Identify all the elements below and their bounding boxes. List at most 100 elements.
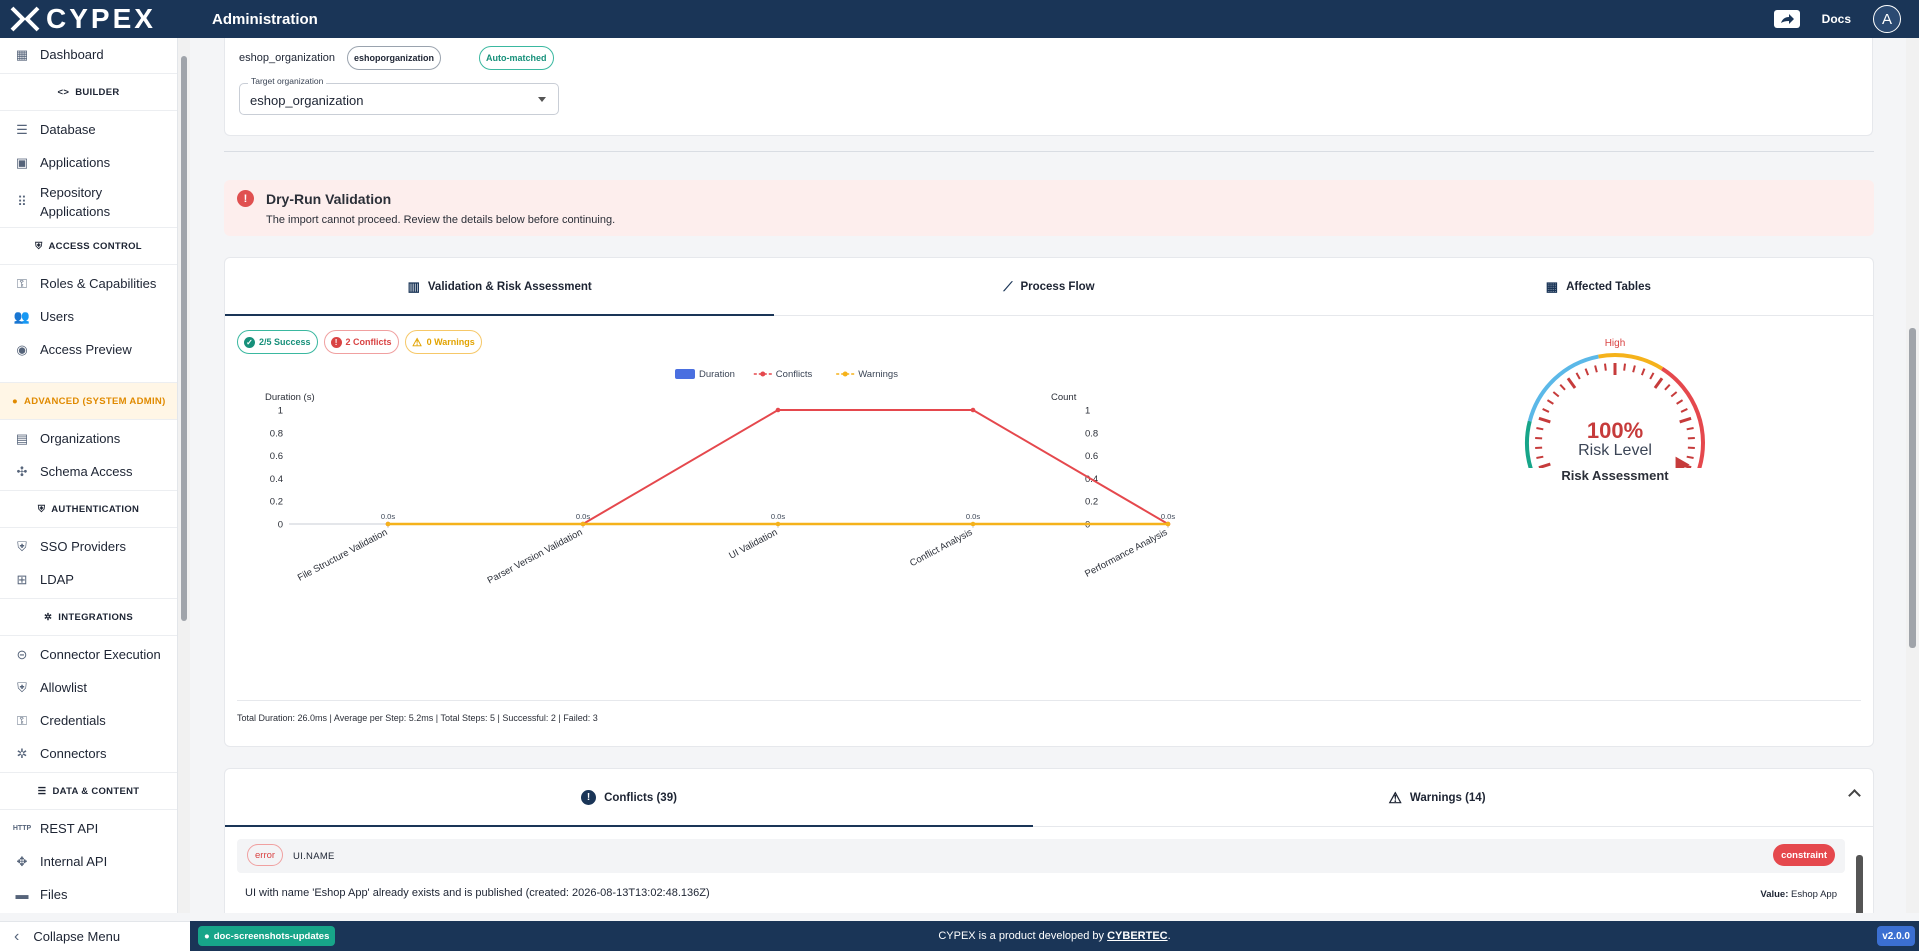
sidebar-item-label: Access Preview bbox=[40, 342, 132, 357]
company-link[interactable]: CYBERTEC bbox=[1107, 930, 1168, 942]
conflicts-badge: ! 2 Conflicts bbox=[323, 330, 399, 354]
avatar[interactable]: A bbox=[1873, 5, 1901, 33]
conflicts-card: ! Conflicts (39) ⚠ Warnings (14) error U… bbox=[224, 768, 1874, 913]
sidebar-item-internal-api[interactable]: ✥ Internal API bbox=[0, 845, 177, 878]
section-integrations: ✲ INTEGRATIONS bbox=[0, 598, 177, 636]
series-point-warnings bbox=[580, 521, 586, 527]
collapse-menu-button[interactable]: ‹ Collapse Menu bbox=[0, 921, 190, 951]
gauge-tick bbox=[1559, 383, 1566, 391]
sidebar-item-database[interactable]: ☰ Database bbox=[0, 113, 177, 146]
sidebar-item-rest-api[interactable]: HTTP REST API bbox=[0, 812, 177, 845]
sidebar-item-connector-execution[interactable]: ⊝ Connector Execution bbox=[0, 638, 177, 671]
sidebar-item-label: Organizations bbox=[40, 431, 121, 446]
tab-validation-risk[interactable]: ▥ Validation & Risk Assessment bbox=[225, 258, 775, 316]
tab-label: Affected Tables bbox=[1566, 280, 1651, 293]
page-scrollbar[interactable] bbox=[1906, 38, 1919, 913]
gauge-tick bbox=[1536, 427, 1544, 431]
duration-data-label: 0.0s bbox=[576, 512, 590, 521]
sidebar-item-label: Dashboard bbox=[40, 47, 104, 62]
gauge-tick bbox=[1603, 363, 1607, 371]
branch-badge[interactable]: ● doc-screenshots-updates bbox=[198, 926, 336, 946]
gauge-tick bbox=[1546, 399, 1554, 405]
gauge-tick bbox=[1664, 383, 1671, 391]
value-text: Eshop App bbox=[1791, 889, 1837, 900]
toggle-icon: ⊝ bbox=[16, 646, 28, 662]
tab-label: Process Flow bbox=[1020, 280, 1095, 293]
tab-process-flow[interactable]: ⟋ Process Flow bbox=[774, 258, 1323, 315]
sidebar-item-access-preview[interactable]: ◉ Access Preview bbox=[0, 333, 177, 366]
sidebar-item-ldap[interactable]: ⊞ LDAP bbox=[0, 563, 177, 596]
tab-conflicts[interactable]: ! Conflicts (39) bbox=[225, 769, 1033, 827]
sidebar-item-credentials[interactable]: ⚿ Credentials bbox=[0, 704, 177, 737]
docs-link[interactable]: Docs bbox=[1821, 12, 1851, 26]
risk-sub-label: Risk Level bbox=[1578, 442, 1652, 459]
risk-gauge: High 100% Risk Level Risk Assessment bbox=[1485, 338, 1745, 498]
gauge-tick bbox=[1594, 365, 1598, 373]
sidebar-item-label: Applications bbox=[40, 155, 111, 170]
sidebar-item-connectors[interactable]: ✲ Connectors bbox=[0, 737, 177, 770]
series-point-conflicts bbox=[970, 407, 976, 413]
gauge-tick bbox=[1538, 416, 1551, 424]
top-bar: CYPEX Administration Docs A bbox=[0, 0, 1919, 38]
gauge-tick bbox=[1680, 408, 1688, 413]
gauge-band bbox=[1598, 353, 1664, 371]
badge-label: 0 Warnings bbox=[426, 337, 475, 347]
y-tick-left: 0.8 bbox=[270, 428, 283, 439]
risk-percent: 100% bbox=[1586, 418, 1644, 443]
gauge-tick bbox=[1653, 377, 1664, 389]
y-tick-left: 0 bbox=[278, 520, 283, 531]
tab-affected-tables[interactable]: ▦ Affected Tables bbox=[1324, 258, 1873, 315]
sidebar-item-sso[interactable]: ⛨ SSO Providers bbox=[0, 530, 177, 563]
conflict-scrollbar[interactable] bbox=[1855, 843, 1863, 913]
validation-card: ▥ Validation & Risk Assessment ⟋ Process… bbox=[224, 257, 1874, 747]
duration-data-label: 0.0s bbox=[966, 512, 980, 521]
sidebar-item-label: SSO Providers bbox=[40, 539, 126, 554]
gauge-tick bbox=[1584, 368, 1590, 376]
sidebar-item-files[interactable]: ▬ Files bbox=[0, 878, 177, 911]
sidebar-item-label: Connectors bbox=[40, 746, 107, 761]
sidebar-scrollbar[interactable] bbox=[178, 38, 190, 913]
badge-label: 2/5 Success bbox=[259, 337, 311, 347]
tab-warnings[interactable]: ⚠ Warnings (14) bbox=[1033, 769, 1841, 826]
sidebar-item-dashboard[interactable]: ▦ Dashboard bbox=[0, 38, 177, 71]
risk-level-label: High bbox=[1604, 338, 1626, 349]
sidebar-item-repository-applications[interactable]: ⠿ Repository Applications bbox=[0, 179, 177, 225]
footer: CYPEX is a product developed by CYBERTEC… bbox=[190, 921, 1919, 951]
sidebar-item-roles[interactable]: ⚿ Roles & Capabilities bbox=[0, 267, 177, 300]
eye-icon: ◉ bbox=[16, 341, 28, 357]
gauge-tick bbox=[1686, 455, 1694, 459]
gauge-tick bbox=[1538, 462, 1551, 468]
series-point-warnings bbox=[385, 521, 391, 527]
page-title: Administration bbox=[212, 10, 318, 28]
section-label: DATA & CONTENT bbox=[52, 785, 140, 797]
target-organization-select[interactable]: Target organization eshop_organization bbox=[239, 76, 559, 115]
alert-text: The import cannot proceed. Review the de… bbox=[266, 214, 616, 226]
version-badge: v2.0.0 bbox=[1877, 926, 1915, 946]
gauge-tick bbox=[1676, 399, 1684, 405]
section-builder: <> BUILDER bbox=[0, 73, 177, 111]
badge-label: 2 Conflicts bbox=[345, 337, 392, 347]
sidebar-item-label: Database bbox=[40, 122, 96, 137]
source-org-chip: eshoporganization bbox=[347, 46, 442, 70]
series-line-conflicts bbox=[388, 409, 1169, 525]
series-point-warnings bbox=[775, 521, 781, 527]
error-icon: ! bbox=[330, 336, 342, 348]
main-content: eshop_organization eshoporganization Aut… bbox=[190, 38, 1904, 913]
sidebar-item-organizations[interactable]: ▤ Organizations bbox=[0, 422, 177, 455]
gauge-tick bbox=[1649, 372, 1655, 380]
section-data-content: ☰ DATA & CONTENT bbox=[0, 772, 177, 810]
y-tick-left: 0.6 bbox=[270, 451, 283, 462]
share-icon[interactable] bbox=[1773, 10, 1800, 28]
section-authentication: ⛨ AUTHENTICATION bbox=[0, 490, 177, 528]
sidebar-item-users[interactable]: 👥 Users bbox=[0, 300, 177, 333]
gauge-tick bbox=[1542, 408, 1550, 413]
collapse-menu-label: Collapse Menu bbox=[33, 929, 121, 944]
conflict-message: UI with name 'Eshop App' already exists … bbox=[245, 887, 710, 899]
cypex-logo[interactable]: CYPEX bbox=[0, 3, 190, 35]
conflict-value: Value: Eshop App bbox=[1760, 889, 1837, 900]
gauge-tick bbox=[1575, 372, 1581, 380]
sidebar-item-schema-access[interactable]: ✣ Schema Access bbox=[0, 455, 177, 488]
grid-icon: ⠿ bbox=[17, 194, 27, 209]
sidebar-item-applications[interactable]: ▣ Applications bbox=[0, 146, 177, 179]
sidebar-item-allowlist[interactable]: ⛨ Allowlist bbox=[0, 671, 177, 704]
